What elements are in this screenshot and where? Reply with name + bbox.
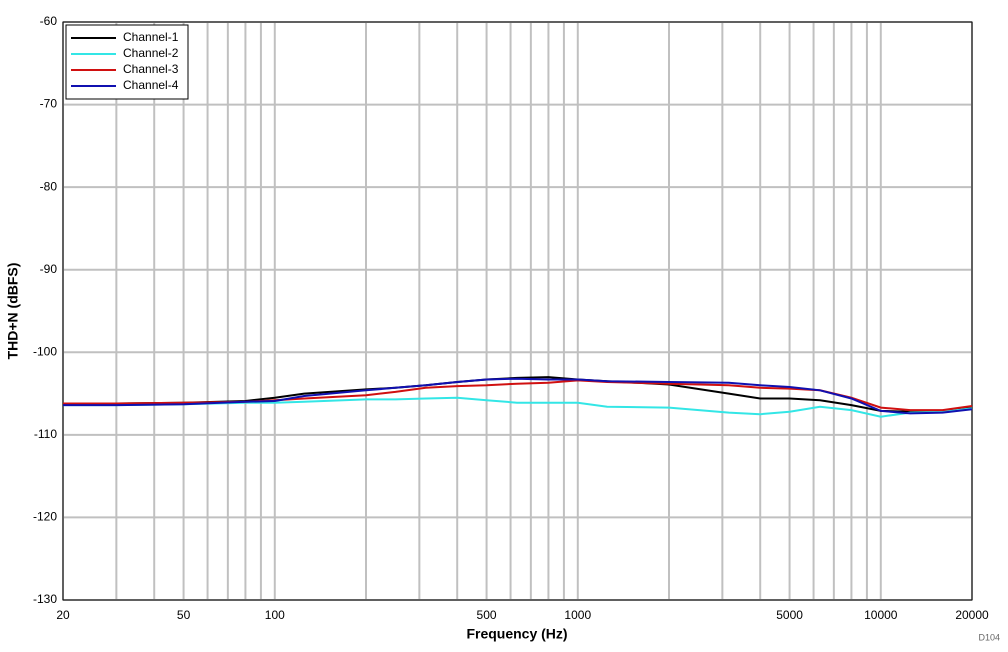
legend-label: Channel-3 — [123, 62, 179, 76]
x-tick-label: 5000 — [776, 608, 803, 622]
y-tick-label: -120 — [33, 510, 57, 524]
data-line — [63, 396, 973, 418]
x-tick-label: 20 — [56, 608, 70, 622]
y-tick-label: -90 — [40, 262, 58, 276]
data-line — [63, 377, 973, 415]
y-tick-label: -110 — [34, 427, 57, 441]
x-tick-label: 500 — [477, 608, 497, 622]
y-tick-label: -130 — [33, 592, 57, 606]
x-tick-label: 1000 — [564, 608, 591, 622]
x-tick-label: 50 — [177, 608, 191, 622]
x-axis-title: Frequency (Hz) — [466, 626, 567, 642]
data-line — [63, 376, 973, 413]
x-tick-label: 10000 — [864, 608, 898, 622]
plot-frame — [62, 21, 973, 601]
figure-id: D104 — [978, 632, 1000, 642]
y-axis-title: THD+N (dBFS) — [5, 263, 21, 360]
x-tick-label: 100 — [265, 608, 285, 622]
y-tick-label: -70 — [40, 97, 58, 111]
legend-label: Channel-4 — [123, 78, 179, 92]
x-tick-label: 20000 — [955, 608, 989, 622]
y-tick-label: -60 — [40, 14, 58, 28]
y-tick-label: -80 — [40, 179, 58, 193]
legend: Channel-1 Channel-2 Channel-3 Channel-4 — [65, 24, 189, 100]
legend-label: Channel-1 — [123, 30, 179, 44]
y-tick-label: -100 — [33, 344, 57, 358]
legend-label: Channel-2 — [123, 46, 179, 60]
